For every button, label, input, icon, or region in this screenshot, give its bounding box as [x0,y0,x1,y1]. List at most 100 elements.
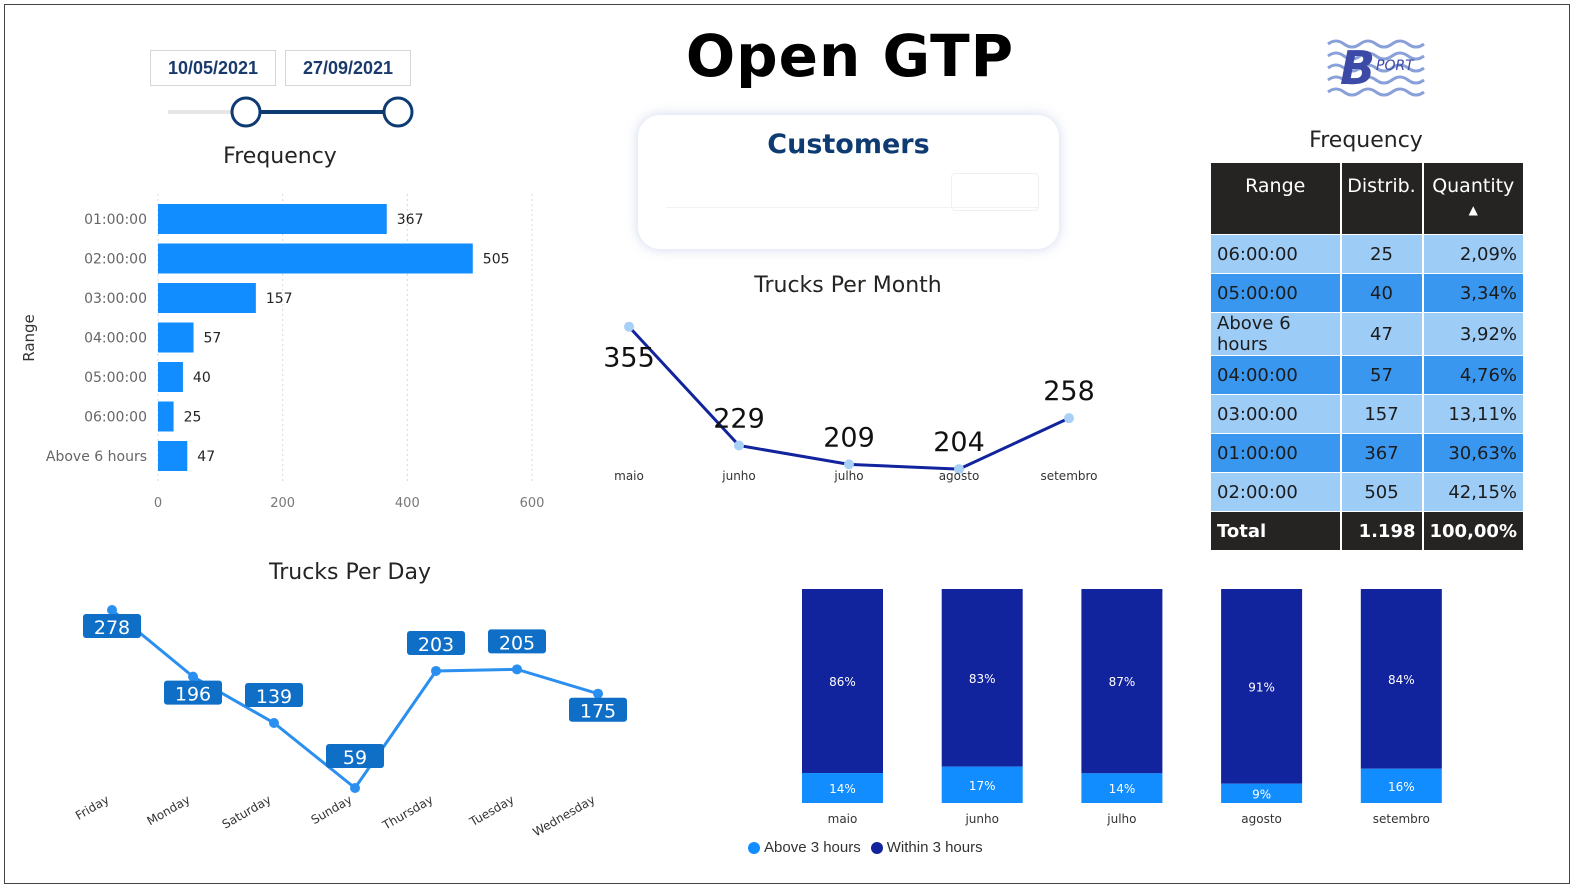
trucks-per-day-title: Trucks Per Day [269,560,431,585]
cell-quantity: 4,76% [1422,355,1523,395]
x-tick-label: Friday [73,792,112,822]
bar [158,204,387,234]
data-label: 139 [256,686,292,708]
data-label: 16% [1388,780,1415,794]
cell-distrib: 40 [1340,273,1424,313]
y-tick-label: 06:00:00 [84,410,147,426]
data-label-box [569,697,627,722]
y-tick-label: 01:00:00 [84,212,147,228]
x-tick-label: 0 [154,496,162,511]
bar [158,243,473,274]
data-label: 157 [266,291,293,307]
table-row: 03:00:00 157 13,11% [1211,394,1523,434]
frequency-bar-chart: 0 200 400 600 Range 01:00:00 367 02:00:00 505 03:… [20,194,545,511]
x-tick-label: Thursday [379,792,435,833]
data-label: 87% [1109,675,1136,689]
x-tick-label: maio [828,812,858,826]
data-point [954,464,964,475]
data-label: 196 [175,684,211,706]
legend-swatch-above [748,841,760,854]
total-distrib: 1.198 [1340,511,1424,550]
table-row: 04:00:00 57 4,76% [1211,355,1523,395]
data-label: 258 [1043,376,1095,407]
x-tick-label: agosto [939,469,980,483]
frequency-table-title: Frequency [1309,128,1423,153]
legend-label-within: Within 3 hours [886,839,983,856]
data-label: 14% [1109,782,1136,796]
x-tick-label: Tuesday [466,792,516,829]
data-label: 91% [1248,680,1275,694]
data-label: 229 [713,404,765,435]
date-range-slider[interactable] [160,94,430,130]
table-row: 01:00:00 367 30,63% [1211,433,1523,473]
y-tick-label: 04:00:00 [84,331,147,347]
y-axis-label: Range [20,314,38,362]
x-tick-label: 400 [395,496,420,511]
y-tick-label: 05:00:00 [84,370,147,386]
cell-range: 04:00:00 [1211,355,1342,395]
data-label: 83% [969,672,996,686]
col-distrib-header[interactable]: Distrib. [1340,163,1424,235]
customers-dropdown[interactable] [951,173,1039,211]
x-tick-label: Monday [144,792,192,828]
bar-within-3-hours [1360,589,1442,769]
bar-above-3-hours [941,766,1023,803]
table-row: 05:00:00 40 3,34% [1211,273,1523,313]
x-tick-label: agosto [1241,812,1282,826]
data-label: 355 [603,343,655,374]
data-label: 57 [204,331,222,347]
y-tick-label: 03:00:00 [84,291,147,307]
data-label: 367 [397,212,424,228]
bar [158,441,188,471]
date-start-field[interactable]: 10/05/2021 [150,50,276,86]
bar [158,283,256,313]
data-label: 40 [193,370,211,386]
total-quantity: 100,00% [1422,511,1523,550]
slider-end-handle[interactable] [382,96,414,128]
customers-slicer-field[interactable] [666,177,1038,208]
bar-above-3-hours [1081,773,1163,803]
logo-letter: B [1340,41,1375,95]
date-end-field[interactable]: 27/09/2021 [285,50,411,86]
bar-within-3-hours [941,589,1023,767]
data-label-box [407,630,465,655]
table-row: Above 6 hours 47 3,92% [1211,312,1523,356]
cell-quantity: 3,34% [1422,273,1523,313]
data-label: 175 [580,701,616,723]
cell-range: 05:00:00 [1211,273,1342,313]
data-label: 205 [499,632,535,654]
x-tick-label: maio [614,469,644,483]
data-point [350,783,360,793]
cell-range: Above 6 hours [1211,312,1342,356]
col-quantity-header[interactable]: Quantity ▲ [1422,163,1523,235]
cell-quantity: 13,11% [1422,394,1523,434]
report-frame [4,4,1570,884]
x-tick-label: 200 [270,496,295,511]
data-label: 278 [94,617,130,639]
slider-start-handle[interactable] [230,96,262,128]
customers-title: Customers [767,129,930,160]
data-label: 17% [969,779,996,793]
cell-distrib: 157 [1340,394,1424,434]
cell-distrib: 25 [1340,234,1424,274]
data-label: 505 [483,252,510,268]
x-tick-label: junho [964,812,999,826]
data-label: 9% [1252,787,1271,801]
stacked-chart-legend: Above 3 hours Within 3 hours [748,839,983,856]
trucks-per-month-title: Trucks Per Month [754,273,942,298]
cell-distrib: 47 [1340,312,1424,356]
x-tick-label: Sunday [309,792,355,827]
stacked-percent-chart: 86% 14% maio 83% 17% junho 87% 14% julho 91% 9% ago… [802,589,1442,826]
data-label: 47 [197,449,215,465]
bport-logo: B PORT [1327,39,1425,97]
cell-quantity: 30,63% [1422,433,1523,473]
logo-text: PORT [1376,58,1415,74]
x-tick-label: 600 [520,496,545,511]
col-range-header[interactable]: Range [1211,163,1342,235]
page-title: Open GTP [685,22,1015,90]
cell-distrib: 367 [1340,433,1424,473]
data-label: 203 [418,634,454,656]
frequency-chart-title: Frequency [223,144,337,169]
cell-range: 01:00:00 [1211,433,1342,473]
trucks-per-day-chart: 278 Friday 196 Monday 139 Saturday 59 Sunday 203… [73,605,627,839]
